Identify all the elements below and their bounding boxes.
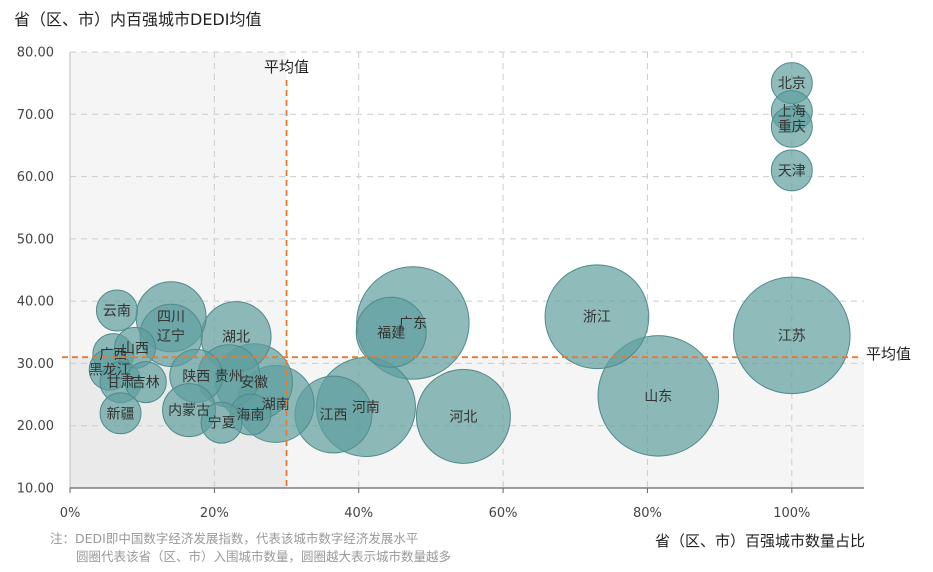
bubble-吉林 xyxy=(124,361,167,404)
bubble-label: 广西 xyxy=(99,347,127,363)
x-mean-label: 平均值 xyxy=(264,58,309,76)
bubble-云南 xyxy=(95,289,138,332)
bubble-label: 浙江 xyxy=(583,310,611,326)
bubble-label: 重庆 xyxy=(778,120,806,136)
bubble-label: 安徽 xyxy=(240,375,268,391)
x-tick-label: 40% xyxy=(344,506,373,521)
bubble-江苏 xyxy=(733,276,851,395)
bubble-label: 河南 xyxy=(352,400,380,416)
y-mean-label: 平均值 xyxy=(866,345,911,363)
y-tick-label: 10.00 xyxy=(17,482,54,497)
bubble-label: 天津 xyxy=(778,163,806,179)
bubble-宁夏 xyxy=(200,401,243,444)
bubble-label: 陕西 xyxy=(182,369,210,385)
bubble-label: 江西 xyxy=(319,408,347,424)
bubble-label: 海南 xyxy=(236,408,264,424)
bubble-label: 福建 xyxy=(377,325,405,341)
x-tick-label: 60% xyxy=(489,506,518,521)
bubble-label: 黑龙江 xyxy=(89,363,131,379)
bubble-label: 吉林 xyxy=(132,375,160,391)
bubble-label: 北京 xyxy=(778,76,806,92)
bubble-label: 山西 xyxy=(121,341,149,357)
x-tick-label: 0% xyxy=(60,506,81,521)
y-tick-label: 60.00 xyxy=(17,170,54,185)
bubble-山东 xyxy=(597,335,720,457)
bubble-label: 四川 xyxy=(157,310,185,326)
chart-title: 省（区、市）内百强城市DEDI均值 xyxy=(14,10,262,29)
bubble-label: 新疆 xyxy=(107,406,135,422)
x-tick-label: 100% xyxy=(773,506,810,521)
bubble-label: 江苏 xyxy=(778,328,806,344)
footnote-line-2: 圆圈代表该省（区、市）入围城市数量，圆圈越大表示城市数量越多 xyxy=(76,549,452,564)
bubble-label: 甘肃 xyxy=(107,375,135,391)
bubble-福建 xyxy=(355,296,427,368)
bubble-新疆 xyxy=(99,392,142,435)
bubble-label: 贵州 xyxy=(215,369,243,385)
y-tick-label: 30.00 xyxy=(17,357,54,372)
x-tick-label: 80% xyxy=(633,506,662,521)
y-tick-label: 80.00 xyxy=(17,46,54,61)
bubble-label: 山东 xyxy=(644,389,672,405)
bubble-label: 湖南 xyxy=(262,397,290,413)
y-tick-label: 20.00 xyxy=(17,419,54,434)
bubble-label: 宁夏 xyxy=(208,415,236,432)
y-tick-label: 50.00 xyxy=(17,232,54,247)
bubble-重庆 xyxy=(770,105,813,148)
bubble-label: 广东 xyxy=(399,316,427,332)
y-tick-label: 70.00 xyxy=(17,108,54,123)
bubble-label: 河北 xyxy=(449,409,477,425)
bubble-浙江 xyxy=(544,264,650,370)
bubble-label: 湖北 xyxy=(222,330,250,346)
bubble-河北 xyxy=(415,368,511,464)
bubble-label: 云南 xyxy=(103,303,131,319)
bubble-label: 上海 xyxy=(778,104,806,120)
bubble-label: 内蒙古 xyxy=(168,403,210,419)
footnote-line-1: 注：DEDI即中国数字经济发展指数，代表该城市数字经济发展水平 xyxy=(50,531,419,546)
y-tick-label: 40.00 xyxy=(17,295,54,310)
bubble-天津 xyxy=(770,149,813,192)
bubble-label: 辽宁 xyxy=(157,327,185,344)
x-axis-label: 省（区、市）百强城市数量占比 xyxy=(654,532,865,550)
x-tick-label: 20% xyxy=(200,506,229,521)
